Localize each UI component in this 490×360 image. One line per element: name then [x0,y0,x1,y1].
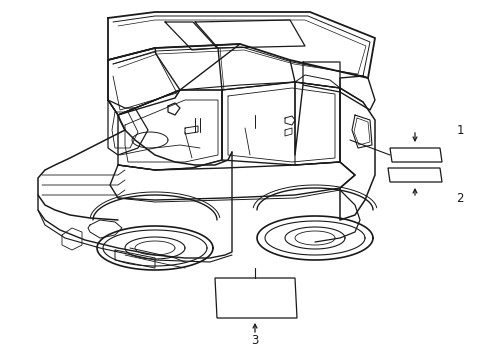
Text: 3: 3 [251,333,259,346]
Text: 2: 2 [456,192,464,204]
Text: 1: 1 [456,123,464,136]
